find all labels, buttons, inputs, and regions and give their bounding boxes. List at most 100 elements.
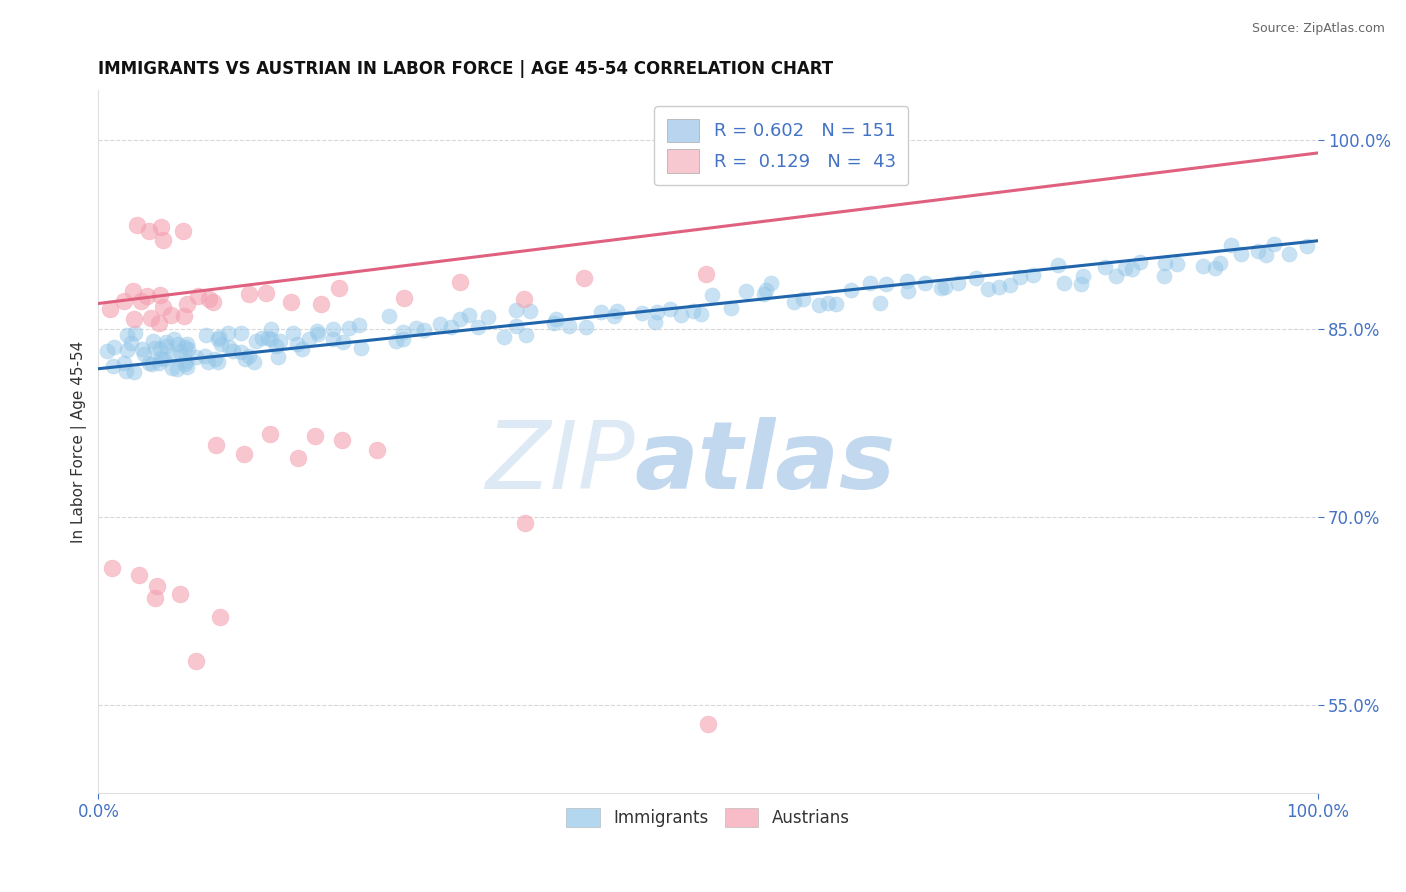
Text: IMMIGRANTS VS AUSTRIAN IN LABOR FORCE | AGE 45-54 CORRELATION CHART: IMMIGRANTS VS AUSTRIAN IN LABOR FORCE | … (98, 60, 834, 78)
Point (209, 336, 232, 351)
Point (690, 307, 713, 321)
Point (117, 343, 139, 357)
Point (149, 342, 172, 356)
Point (176, 360, 198, 375)
Point (172, 224, 194, 238)
Point (155, 339, 177, 353)
Point (217, 326, 239, 341)
Point (1121, 262, 1143, 277)
Point (695, 267, 717, 281)
Point (492, 330, 515, 344)
Legend: Immigrants, Austrians: Immigrants, Austrians (560, 801, 856, 833)
Point (875, 277, 897, 292)
Point (162, 348, 184, 362)
Point (259, 321, 281, 335)
Point (166, 362, 188, 376)
Point (238, 349, 260, 363)
Point (304, 429, 326, 443)
Point (167, 337, 190, 351)
Point (515, 328, 537, 343)
Point (160, 360, 183, 375)
Point (405, 320, 427, 334)
Point (519, 304, 541, 318)
Point (112, 293, 135, 308)
Point (250, 331, 273, 345)
Point (449, 275, 471, 289)
Point (755, 283, 778, 297)
Point (449, 311, 471, 326)
Point (839, 284, 862, 298)
Point (174, 340, 197, 354)
Text: ZIP: ZIP (485, 417, 636, 508)
Point (817, 296, 839, 310)
Point (187, 289, 209, 303)
Point (148, 356, 170, 370)
Point (896, 274, 918, 288)
Point (977, 282, 1000, 296)
Point (152, 301, 174, 315)
Point (243, 355, 266, 369)
Point (98, 302, 121, 317)
Point (394, 291, 416, 305)
Point (197, 355, 219, 369)
Point (946, 277, 969, 291)
Y-axis label: In Labor Force | Age 45-54: In Labor Force | Age 45-54 (72, 341, 87, 542)
Point (759, 276, 782, 290)
Point (149, 288, 172, 302)
Point (792, 293, 814, 307)
Point (332, 334, 354, 349)
Point (131, 343, 153, 357)
Point (644, 315, 666, 329)
Point (184, 350, 207, 364)
Point (176, 297, 198, 311)
Point (929, 280, 952, 294)
Point (298, 332, 321, 346)
Point (96, 343, 118, 358)
Point (152, 233, 174, 247)
Point (145, 591, 167, 605)
Point (385, 334, 408, 348)
Point (169, 344, 191, 359)
Point (392, 332, 415, 346)
Point (1166, 257, 1188, 271)
Point (558, 318, 581, 333)
Point (131, 294, 153, 309)
Point (1192, 260, 1215, 274)
Point (322, 332, 344, 346)
Point (128, 568, 150, 582)
Point (194, 327, 217, 342)
Point (103, 340, 125, 354)
Point (231, 326, 253, 340)
Point (505, 302, 527, 317)
Point (202, 294, 225, 309)
Point (347, 318, 370, 332)
Point (198, 292, 221, 306)
Point (1053, 276, 1076, 290)
Point (176, 336, 198, 351)
Point (134, 346, 156, 360)
Point (204, 352, 226, 367)
Point (808, 298, 831, 312)
Point (700, 288, 723, 302)
Point (413, 323, 436, 337)
Text: atlas: atlas (636, 417, 896, 508)
Point (143, 341, 166, 355)
Point (988, 280, 1011, 294)
Point (697, 716, 720, 731)
Point (934, 280, 956, 294)
Point (631, 306, 654, 320)
Point (1070, 277, 1092, 291)
Point (285, 337, 308, 351)
Point (1094, 260, 1116, 274)
Point (914, 277, 936, 291)
Point (174, 353, 197, 368)
Point (260, 332, 283, 346)
Point (184, 654, 207, 668)
Point (457, 308, 479, 322)
Text: Source: ZipAtlas.com: Source: ZipAtlas.com (1251, 22, 1385, 36)
Point (112, 356, 135, 370)
Point (859, 276, 882, 290)
Point (173, 309, 195, 323)
Point (603, 309, 626, 323)
Point (392, 325, 415, 339)
